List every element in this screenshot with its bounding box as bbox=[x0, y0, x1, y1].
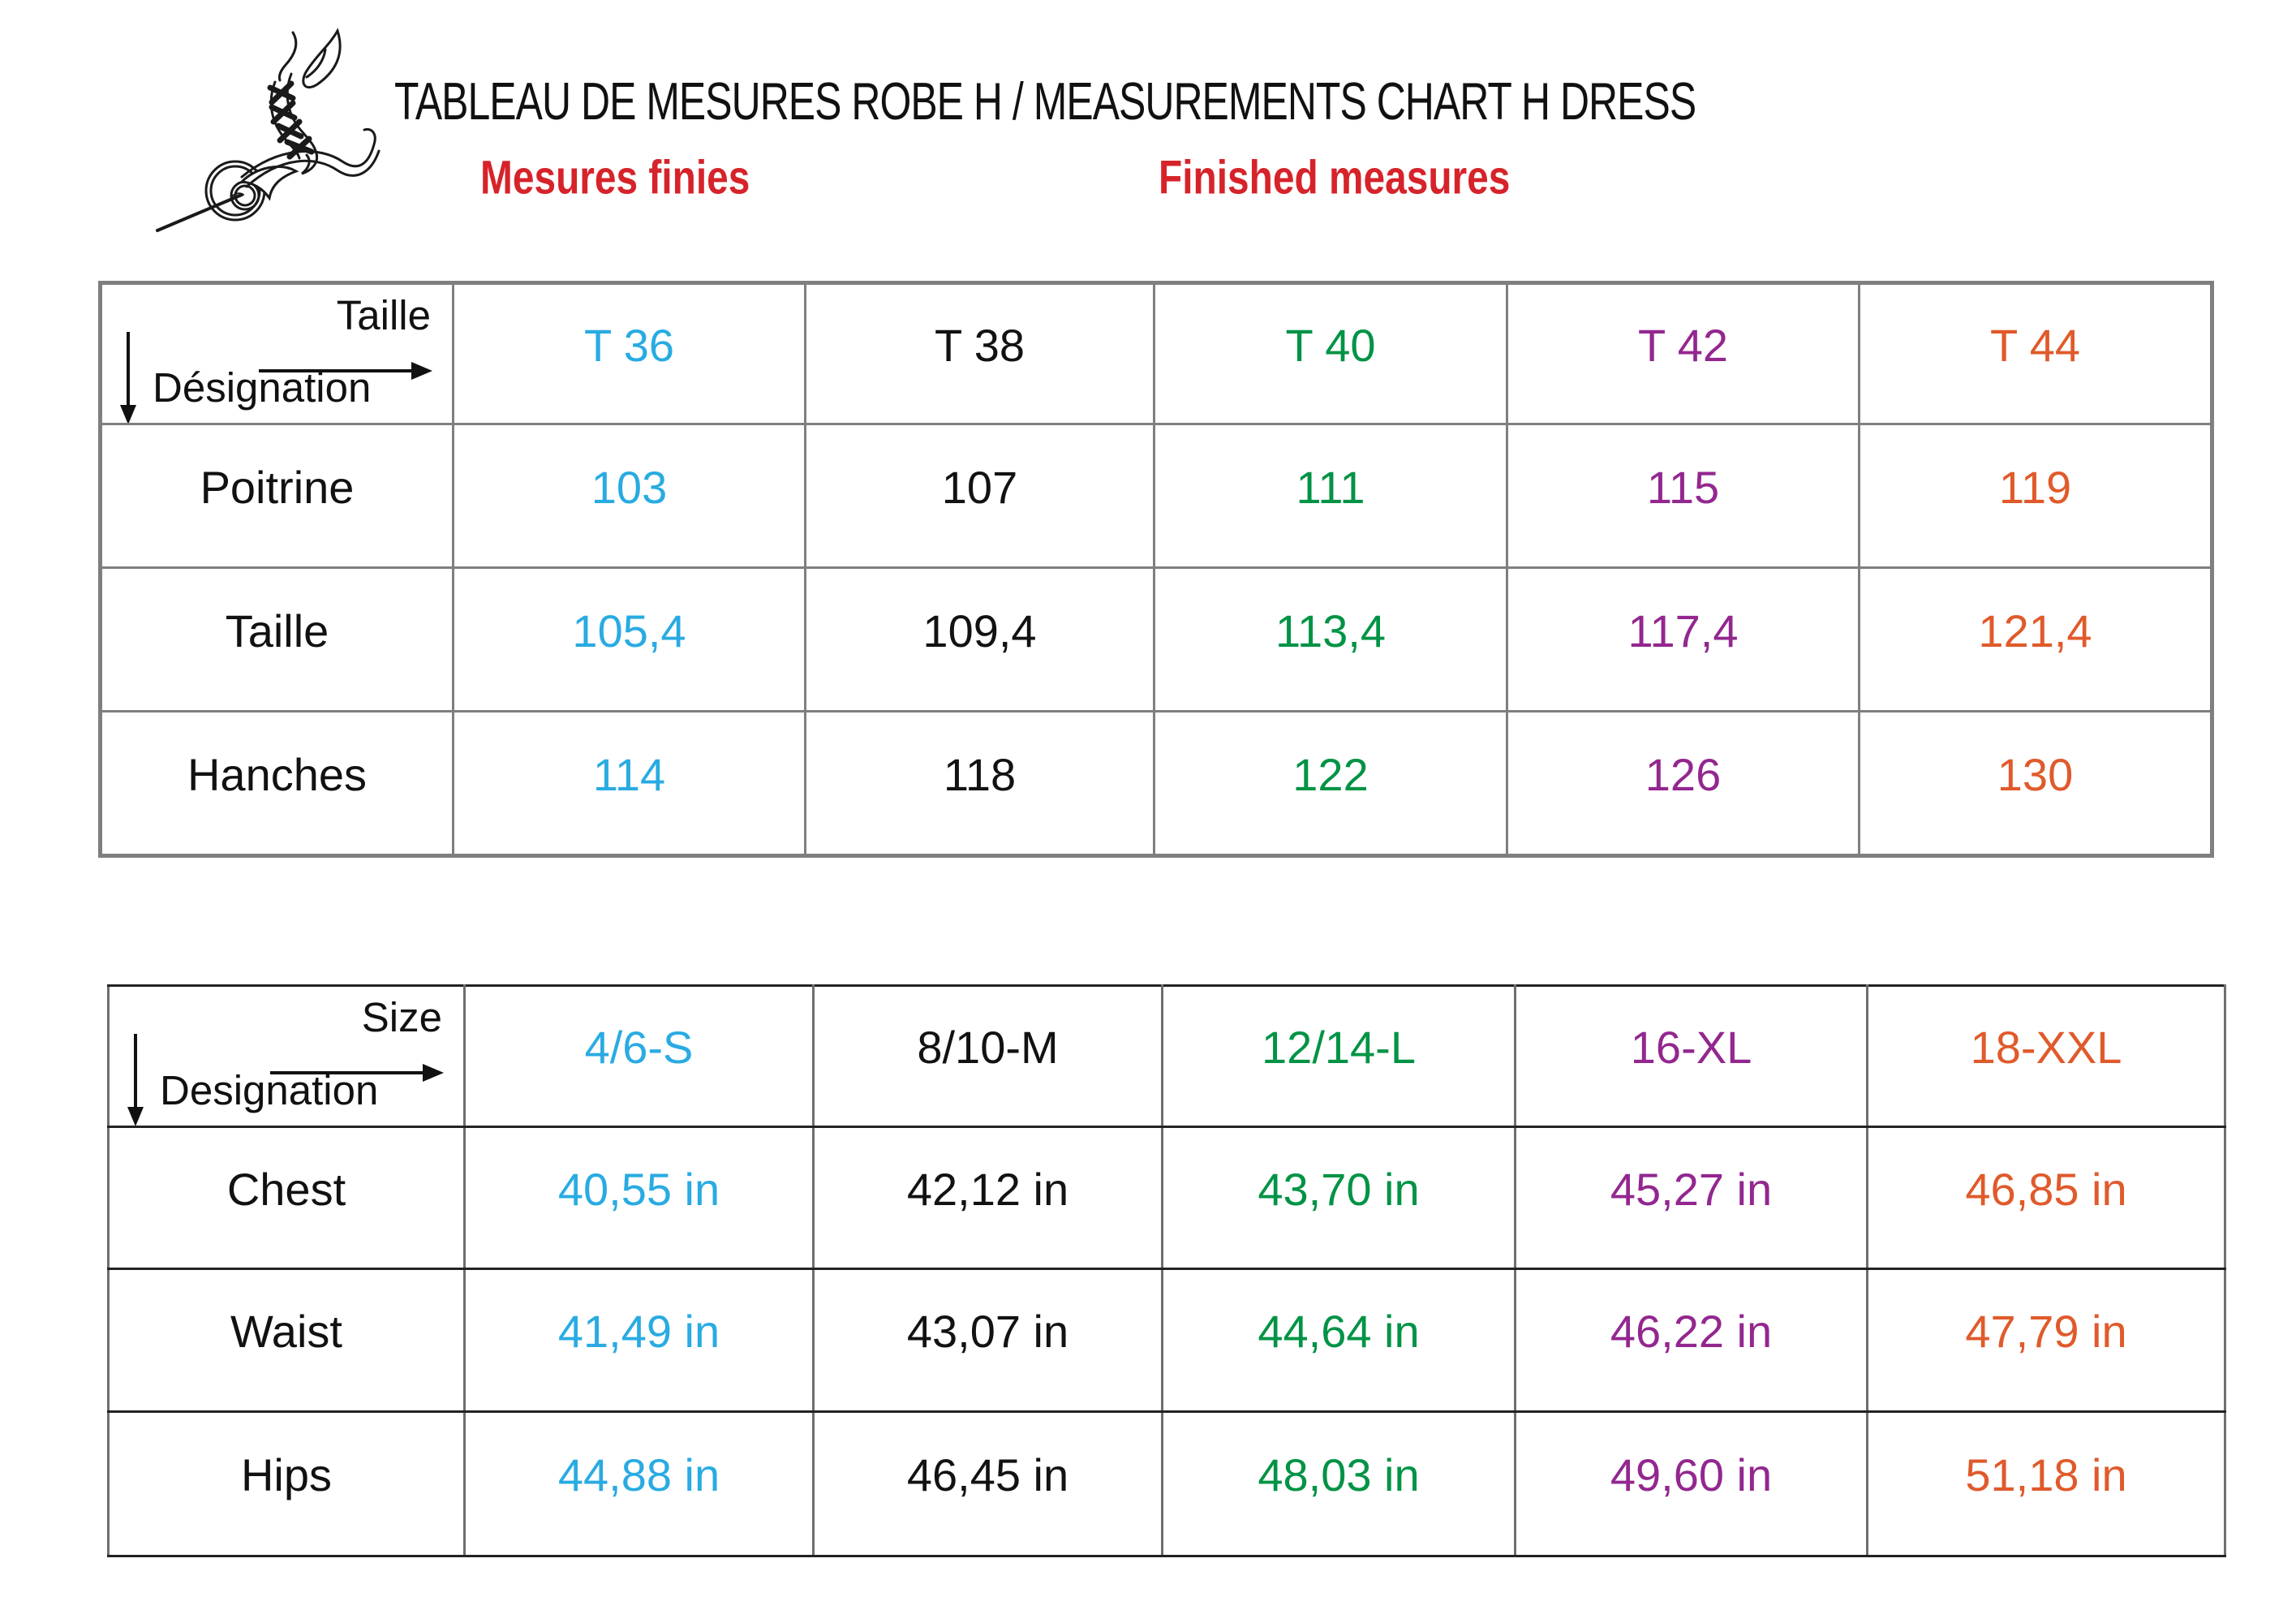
table-row: Hanches 114 118 122 126 130 bbox=[99, 710, 2213, 857]
corner-header: Taille Désignation bbox=[99, 282, 454, 425]
cell-value: 117,4 bbox=[1506, 566, 1860, 712]
cell-value: 126 bbox=[1506, 710, 1860, 857]
cell-value: 46,22 in bbox=[1514, 1268, 1868, 1413]
imperial-size-table: Size Designation 4/6-S 8/10-M 12/14-L 16… bbox=[107, 984, 2226, 1557]
column-header: T 44 bbox=[1858, 282, 2213, 425]
cell-value: 40,55 in bbox=[463, 1126, 815, 1270]
column-header: 18-XXL bbox=[1866, 984, 2226, 1128]
table-row: Poitrine 103 107 111 115 119 bbox=[99, 423, 2213, 569]
table-header-row: Taille Désignation T 36 T 38 T 40 T 42 T… bbox=[99, 282, 2213, 425]
column-header: T 38 bbox=[804, 282, 1155, 425]
cell-value: 47,79 in bbox=[1866, 1268, 2226, 1413]
cell-value: 43,70 in bbox=[1161, 1126, 1516, 1270]
metric-size-table: Taille Désignation T 36 T 38 T 40 T 42 T… bbox=[98, 281, 2214, 858]
needle-and-thread-logo-icon bbox=[156, 28, 381, 232]
row-label: Hips bbox=[107, 1410, 466, 1557]
cell-value: 109,4 bbox=[804, 566, 1155, 712]
page-title: TABLEAU DE MESURES ROBE H / MEASUREMENTS… bbox=[394, 72, 1696, 131]
cell-value: 103 bbox=[452, 423, 806, 569]
subtitle-english: Finished measures bbox=[1159, 152, 1511, 205]
cell-value: 121,4 bbox=[1858, 566, 2213, 712]
row-label: Taille bbox=[99, 566, 454, 712]
cell-value: 119 bbox=[1858, 423, 2213, 569]
cell-value: 44,88 in bbox=[463, 1410, 815, 1557]
subtitle-french: Mesures finies bbox=[480, 152, 750, 205]
down-arrow-icon bbox=[120, 332, 136, 422]
cell-value: 111 bbox=[1153, 423, 1508, 569]
row-label: Poitrine bbox=[99, 423, 454, 569]
column-header: T 40 bbox=[1153, 282, 1508, 425]
cell-value: 105,4 bbox=[452, 566, 806, 712]
cell-value: 42,12 in bbox=[812, 1126, 1163, 1270]
down-arrow-icon bbox=[127, 1034, 144, 1125]
column-header: 4/6-S bbox=[463, 984, 815, 1128]
corner-header: Size Designation bbox=[107, 984, 466, 1128]
cell-value: 45,27 in bbox=[1514, 1126, 1868, 1270]
right-arrow-icon bbox=[270, 1064, 444, 1082]
cell-value: 41,49 in bbox=[463, 1268, 815, 1413]
column-header: T 42 bbox=[1506, 282, 1860, 425]
cell-value: 107 bbox=[804, 423, 1155, 569]
corner-label-designation: Designation bbox=[160, 1067, 379, 1113]
cell-value: 122 bbox=[1153, 710, 1508, 857]
cell-value: 43,07 in bbox=[812, 1268, 1163, 1413]
row-label: Chest bbox=[107, 1126, 466, 1270]
cell-value: 113,4 bbox=[1153, 566, 1508, 712]
column-header: 12/14-L bbox=[1161, 984, 1516, 1128]
column-header: 16-XL bbox=[1514, 984, 1868, 1128]
table-header-row: Size Designation 4/6-S 8/10-M 12/14-L 16… bbox=[107, 984, 2226, 1128]
cell-value: 44,64 in bbox=[1161, 1268, 1516, 1413]
cell-value: 46,45 in bbox=[812, 1410, 1163, 1557]
corner-label-designation: Désignation bbox=[153, 364, 372, 411]
cell-value: 115 bbox=[1506, 423, 1860, 569]
table-row: Hips 44,88 in 46,45 in 48,03 in 49,60 in… bbox=[107, 1410, 2226, 1557]
cell-value: 48,03 in bbox=[1161, 1410, 1516, 1557]
cell-value: 46,85 in bbox=[1866, 1126, 2226, 1270]
table-row: Waist 41,49 in 43,07 in 44,64 in 46,22 i… bbox=[107, 1268, 2226, 1413]
row-label: Hanches bbox=[99, 710, 454, 857]
right-arrow-icon bbox=[259, 362, 432, 380]
corner-label-size: Size bbox=[361, 994, 442, 1040]
cell-value: 51,18 in bbox=[1866, 1410, 2226, 1557]
cell-value: 49,60 in bbox=[1514, 1410, 1868, 1557]
corner-label-size: Taille bbox=[336, 292, 431, 338]
cell-value: 130 bbox=[1858, 710, 2213, 857]
column-header: T 36 bbox=[452, 282, 806, 425]
row-label: Waist bbox=[107, 1268, 466, 1413]
cell-value: 114 bbox=[452, 710, 806, 857]
column-header: 8/10-M bbox=[812, 984, 1163, 1128]
table-row: Taille 105,4 109,4 113,4 117,4 121,4 bbox=[99, 566, 2213, 712]
table-row: Chest 40,55 in 42,12 in 43,70 in 45,27 i… bbox=[107, 1126, 2226, 1270]
cell-value: 118 bbox=[804, 710, 1155, 857]
